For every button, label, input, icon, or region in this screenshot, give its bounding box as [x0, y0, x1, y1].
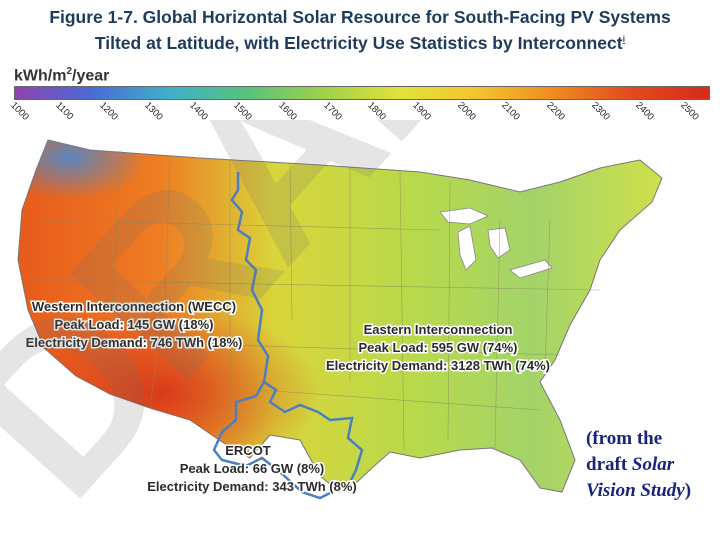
unit-exp: 2: [66, 66, 73, 77]
credit-line-2: draft Solar: [586, 452, 720, 478]
region-labels: Western Interconnection (WECC) Peak Load…: [24, 298, 551, 496]
eastern-peak: Peak Load: 595 GW (74%): [359, 340, 518, 355]
title-line-2: Tilted at Latitude, with Electricity Use…: [94, 32, 623, 53]
wecc-peak: Peak Load: 145 GW (18%): [55, 317, 214, 332]
eastern-demand: Electricity Demand: 3128 TWh (74%): [326, 358, 550, 373]
title-line-2-wrap: Tilted at Latitude, with Electricity Use…: [0, 28, 720, 54]
figure-title: Figure 1-7. Global Horizontal Solar Reso…: [0, 6, 720, 54]
northwest-cool-zone: [18, 140, 662, 492]
credit-draft: draft: [586, 454, 632, 475]
wecc-name: Western Interconnection (WECC): [32, 299, 236, 314]
solar-resource-map: Western Interconnection (WECC) Peak Load…: [0, 120, 663, 540]
legend-unit: kWh/m2/year: [14, 66, 109, 85]
credit-line-1: (from the: [586, 428, 663, 449]
unit-prefix: kWh/m: [14, 67, 67, 85]
unit-suffix: /year: [72, 67, 110, 85]
eastern-name: Eastern Interconnection: [364, 322, 513, 337]
credit-line-3: Vision Study): [586, 478, 720, 504]
legend-tick: 1100: [52, 100, 76, 123]
ercot-peak: Peak Load: 66 GW (8%): [180, 461, 324, 476]
credit-close: ): [684, 480, 692, 501]
source-credit: (from the draft Solar Vision Study): [586, 426, 720, 504]
title-line-1: Figure 1-7. Global Horizontal Solar Reso…: [49, 7, 671, 27]
legend-colorbar: [14, 86, 710, 100]
wecc-demand: Electricity Demand: 746 TWh (18%): [26, 335, 243, 350]
credit-italic-2: Vision Study: [586, 480, 685, 501]
ercot-name: ERCOT: [225, 443, 271, 458]
state-borders: [29, 149, 601, 451]
ercot-boundary: [212, 381, 337, 500]
great-lakes: [439, 207, 553, 279]
footnote-link[interactable]: i: [622, 34, 626, 44]
credit-italic-1: Solar: [631, 454, 675, 475]
ercot-demand: Electricity Demand: 343 TWh (8%): [147, 479, 357, 494]
interconnect-boundary: [230, 172, 364, 487]
